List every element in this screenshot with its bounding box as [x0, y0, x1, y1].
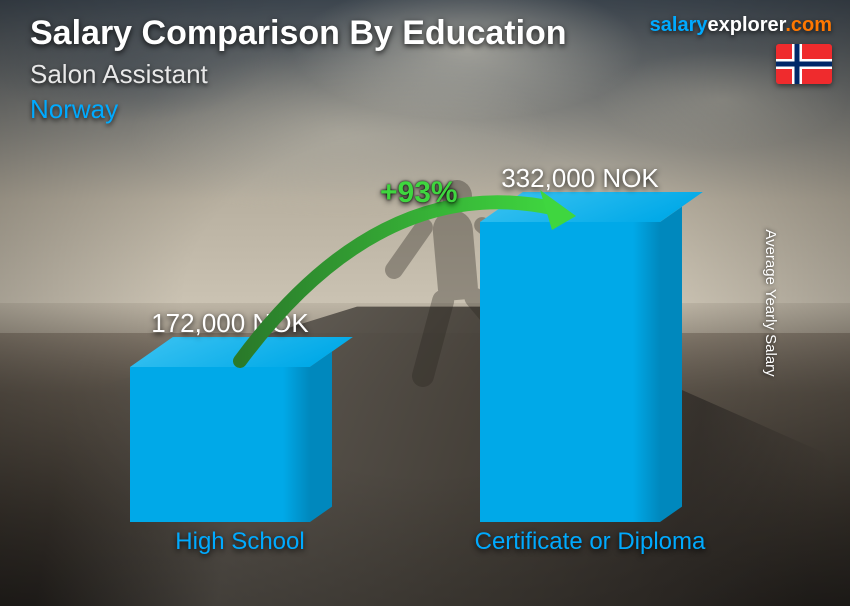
bar-chart: 172,000 NOKHigh School332,000 NOKCertifi… [70, 190, 760, 556]
country-flag-icon [776, 44, 832, 84]
bar-front [130, 367, 310, 522]
y-axis-label: Average Yearly Salary [762, 229, 779, 376]
page-subtitle: Salon Assistant [30, 59, 650, 90]
brand-part-1: salary [650, 14, 708, 36]
header-block: Salary Comparison By Education Salon Ass… [30, 14, 650, 125]
brand-part-3: .com [785, 14, 832, 36]
increase-percent-label: +93% [380, 176, 458, 210]
bar-front [480, 222, 660, 522]
bar-category-label: High School [110, 528, 370, 556]
bar-value-label: 172,000 NOK [100, 308, 360, 339]
page-title: Salary Comparison By Education [30, 14, 650, 53]
bar-side [310, 352, 332, 522]
brand-logo: salaryexplorer.com [650, 14, 832, 37]
brand-part-2: explorer [707, 14, 785, 36]
country-label: Norway [30, 94, 650, 125]
bar-value-label: 332,000 NOK [450, 163, 710, 194]
bar-category-label: Certificate or Diploma [460, 528, 720, 556]
bar-side [660, 207, 682, 522]
